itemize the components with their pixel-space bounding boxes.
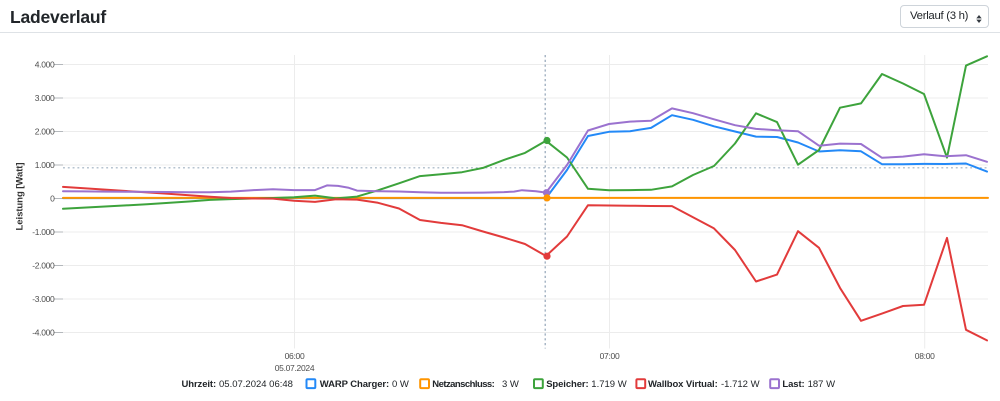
svg-text:Last:: Last: [782, 379, 804, 390]
svg-text:2.000: 2.000 [35, 127, 55, 137]
svg-text:-1.000: -1.000 [32, 227, 55, 237]
svg-text:Uhrzeit:: Uhrzeit: [182, 379, 217, 390]
svg-text:-3.000: -3.000 [32, 294, 55, 304]
svg-text:4.000: 4.000 [35, 60, 55, 70]
svg-text:WARP Charger:: WARP Charger: [320, 379, 389, 390]
svg-text:-4.000: -4.000 [32, 328, 55, 338]
svg-text:3.000: 3.000 [35, 93, 55, 103]
svg-text:1.719 W: 1.719 W [591, 379, 626, 390]
svg-text:0: 0 [50, 194, 55, 204]
svg-text:Speicher:: Speicher: [546, 379, 588, 390]
svg-text:0 W: 0 W [392, 379, 409, 390]
svg-text:Leistung [Watt]: Leistung [Watt] [15, 163, 26, 231]
svg-text:187 W: 187 W [808, 379, 835, 390]
svg-text:07:00: 07:00 [600, 351, 620, 361]
svg-text:3 W: 3 W [502, 379, 519, 390]
svg-text:1.000: 1.000 [35, 160, 55, 170]
svg-text:05.07.2024 06:48: 05.07.2024 06:48 [219, 379, 293, 390]
svg-text:Wallbox Virtual:: Wallbox Virtual: [648, 379, 718, 390]
svg-text:-1.712 W: -1.712 W [721, 379, 760, 390]
svg-text:06:00: 06:00 [285, 351, 305, 361]
svg-text:Netzanschluss:: Netzanschluss: [432, 379, 494, 390]
svg-text:08:00: 08:00 [915, 351, 935, 361]
svg-text:-2.000: -2.000 [32, 261, 55, 271]
svg-text:05.07.2024: 05.07.2024 [275, 363, 315, 373]
